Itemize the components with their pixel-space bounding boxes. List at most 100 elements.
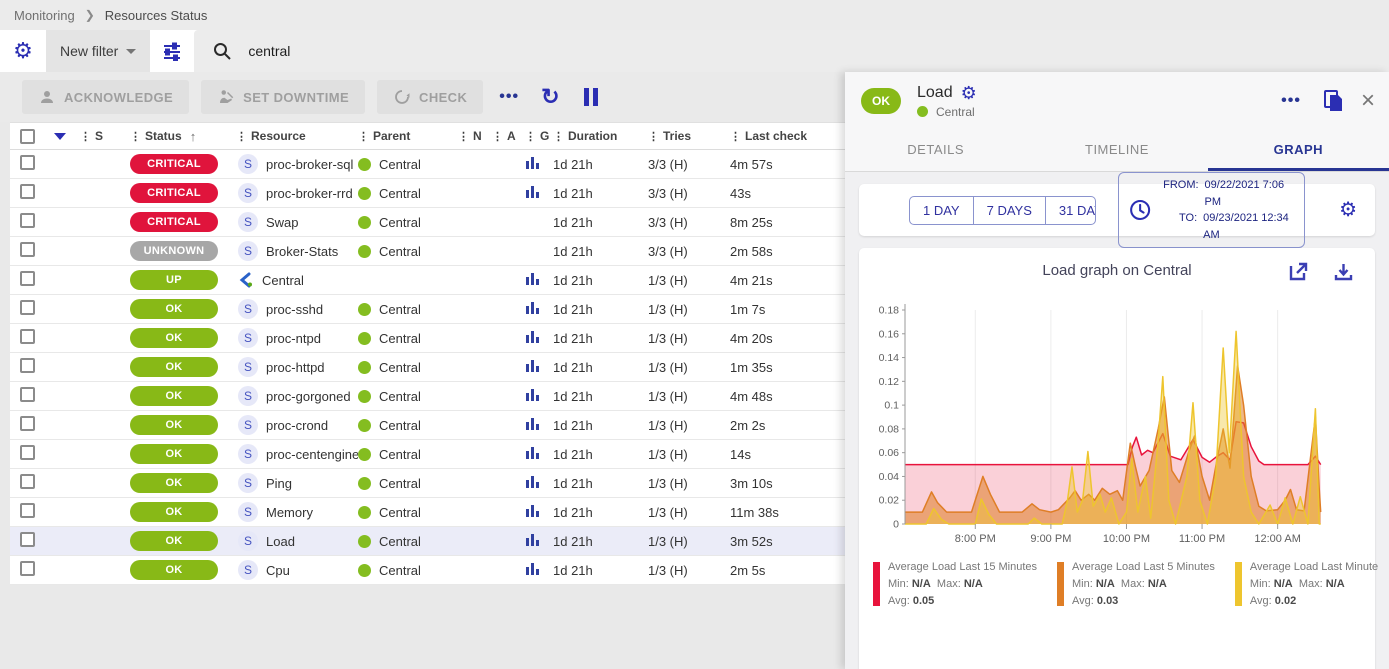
table-row[interactable]: CRITICAL S proc-broker-sql Central 1d 21… <box>10 150 845 179</box>
column-header-graph[interactable]: ⋮ G <box>525 129 550 143</box>
more-icon[interactable]: ••• <box>1281 92 1301 109</box>
drag-handle-icon[interactable]: ⋮ <box>492 130 503 143</box>
sort-asc-icon[interactable]: ↑ <box>189 128 197 144</box>
refresh-icon[interactable]: ↻ <box>541 84 560 109</box>
column-header-action[interactable]: ⋮ A <box>492 129 516 143</box>
custom-time-range[interactable]: FROM: 09/22/2021 7:06 PM TO: 09/23/2021 … <box>1118 172 1306 248</box>
tab-details[interactable]: DETAILS <box>907 142 965 157</box>
select-all-checkbox[interactable] <box>20 128 35 144</box>
graph-icon[interactable] <box>525 358 540 373</box>
row-checkbox[interactable] <box>20 532 35 547</box>
preset-7-days[interactable]: 7 DAYS <box>974 196 1046 224</box>
close-icon[interactable]: × <box>1360 87 1375 114</box>
row-checkbox[interactable] <box>20 329 35 344</box>
selection-dropdown-icon[interactable] <box>54 132 66 140</box>
row-checkbox[interactable] <box>20 445 35 460</box>
graph-icon[interactable] <box>525 184 540 199</box>
set-downtime-button[interactable]: SET DOWNTIME <box>201 80 366 114</box>
graph-icon[interactable] <box>525 387 540 402</box>
row-checkbox[interactable] <box>20 387 35 402</box>
acknowledge-button[interactable]: ACKNOWLEDGE <box>22 80 190 114</box>
copy-icon[interactable] <box>1323 90 1343 112</box>
filter-settings-button[interactable]: ⚙ <box>0 30 46 72</box>
table-row[interactable]: OK S Memory Central 1d 21h 1/3 (H) 11m 3… <box>10 498 845 527</box>
column-header-parent[interactable]: ⋮ Parent <box>358 129 411 143</box>
column-header-last-check[interactable]: ⋮ Last check <box>730 129 808 143</box>
row-checkbox[interactable] <box>20 416 35 431</box>
preset-31-days[interactable]: 31 DAYS <box>1058 202 1095 218</box>
graph-icon[interactable] <box>525 416 540 431</box>
column-header-duration[interactable]: ⋮ Duration <box>553 129 618 143</box>
preset-1-day[interactable]: 1 DAY <box>910 196 974 224</box>
row-checkbox[interactable] <box>20 184 35 199</box>
column-header-tries[interactable]: ⋮ Tries <box>648 129 692 143</box>
last-check-cell: 43s <box>730 185 751 201</box>
row-checkbox[interactable] <box>20 155 35 170</box>
table-row[interactable]: UNKNOWN S Broker-Stats Central 1d 21h 3/… <box>10 237 845 266</box>
settings-gear-icon[interactable]: ⚙ <box>960 82 977 103</box>
open-in-new-icon[interactable] <box>1289 262 1308 281</box>
row-checkbox[interactable] <box>20 242 35 257</box>
drag-handle-icon[interactable]: ⋮ <box>730 130 741 143</box>
table-row[interactable]: OK S proc-ntpd Central 1d 21h 1/3 (H) 4m… <box>10 324 845 353</box>
graph-icon[interactable] <box>525 532 540 547</box>
column-header-resource[interactable]: ⋮ Resource <box>236 129 306 143</box>
advanced-filter-button[interactable] <box>150 30 194 72</box>
drag-handle-icon[interactable]: ⋮ <box>80 130 91 143</box>
row-checkbox[interactable] <box>20 213 35 228</box>
more-actions-button[interactable]: ••• <box>499 88 520 105</box>
tab-timeline[interactable]: TIMELINE <box>1085 142 1149 157</box>
table-row[interactable]: OK S Load Central 1d 21h 1/3 (H) 3m 52s <box>10 527 845 556</box>
drag-handle-icon[interactable]: ⋮ <box>525 130 536 143</box>
tab-graph[interactable]: GRAPH <box>1207 130 1389 171</box>
drag-handle-icon[interactable]: ⋮ <box>236 130 247 143</box>
new-filter-dropdown[interactable]: New filter <box>46 30 151 72</box>
duration-cell: 1d 21h <box>553 475 593 491</box>
legend-item[interactable]: Average Load Last 15 Minutes Min: N/A Max… <box>873 559 1037 610</box>
graph-icon[interactable] <box>525 155 540 170</box>
graph-icon[interactable] <box>525 329 540 344</box>
graph-icon[interactable] <box>525 300 540 315</box>
row-checkbox[interactable] <box>20 300 35 315</box>
table-row[interactable]: OK S proc-httpd Central 1d 21h 1/3 (H) 1… <box>10 353 845 382</box>
load-graph-chart[interactable]: 0 0.02 0.04 0.06 0.08 0.1 0.12 0.14 0.16 0.18 8:00… <box>859 292 1375 555</box>
download-icon[interactable] <box>1334 262 1353 281</box>
table-row[interactable]: OK S proc-crond Central 1d 21h 1/3 (H) 2… <box>10 411 845 440</box>
column-header-severity[interactable]: ⋮ S <box>80 129 104 143</box>
table-row[interactable]: OK S proc-gorgoned Central 1d 21h 1/3 (H… <box>10 382 845 411</box>
table-row[interactable]: OK S Ping Central 1d 21h 1/3 (H) 3m 10s <box>10 469 845 498</box>
table-row[interactable]: OK S Cpu Central 1d 21h 1/3 (H) 2m 5s <box>10 556 845 585</box>
svg-text:0.04: 0.04 <box>879 471 900 483</box>
table-row[interactable]: OK S proc-centengine Central 1d 21h 1/3 … <box>10 440 845 469</box>
column-header-notes[interactable]: ⋮ N <box>458 129 482 143</box>
row-checkbox[interactable] <box>20 358 35 373</box>
graph-icon[interactable] <box>525 474 540 489</box>
table-row[interactable]: OK S proc-sshd Central 1d 21h 1/3 (H) 1m… <box>10 295 845 324</box>
legend-item[interactable]: Average Load Last 5 Minutes Min: N/A Max:… <box>1057 559 1215 610</box>
search-input[interactable] <box>248 43 1389 59</box>
table-row[interactable]: CRITICAL S proc-broker-rrd Central 1d 21… <box>10 179 845 208</box>
drag-handle-icon[interactable]: ⋮ <box>648 130 659 143</box>
row-checkbox[interactable] <box>20 271 35 286</box>
table-row[interactable]: CRITICAL S Swap Central 1d 21h 3/3 (H) 8… <box>10 208 845 237</box>
graph-settings-gear-icon[interactable]: ⚙ <box>1339 199 1357 221</box>
row-checkbox[interactable] <box>20 503 35 518</box>
drag-handle-icon[interactable]: ⋮ <box>130 130 141 143</box>
graph-icon[interactable] <box>525 561 540 576</box>
pause-icon[interactable] <box>578 88 604 106</box>
check-button[interactable]: CHECK <box>377 80 484 114</box>
drag-handle-icon[interactable]: ⋮ <box>553 130 564 143</box>
column-header-status[interactable]: ⋮ Status ↑ <box>130 128 197 144</box>
graph-icon[interactable] <box>525 445 540 460</box>
breadcrumb-item-resources-status[interactable]: Resources Status <box>104 7 208 23</box>
legend-item[interactable]: Average Load Last Minute Min: N/A Max: N/… <box>1234 559 1378 610</box>
breadcrumb-item-monitoring[interactable]: Monitoring <box>14 7 75 23</box>
row-checkbox[interactable] <box>20 474 35 489</box>
graph-icon[interactable] <box>525 503 540 518</box>
row-checkbox[interactable] <box>20 561 35 576</box>
drag-handle-icon[interactable]: ⋮ <box>358 130 369 143</box>
table-row[interactable]: UP Central 1d 21h 1/3 (H) 4m 21s <box>10 266 845 295</box>
to-value: 09/23/2021 12:34 AM <box>1203 212 1289 241</box>
drag-handle-icon[interactable]: ⋮ <box>458 130 469 143</box>
graph-icon[interactable] <box>525 271 540 286</box>
